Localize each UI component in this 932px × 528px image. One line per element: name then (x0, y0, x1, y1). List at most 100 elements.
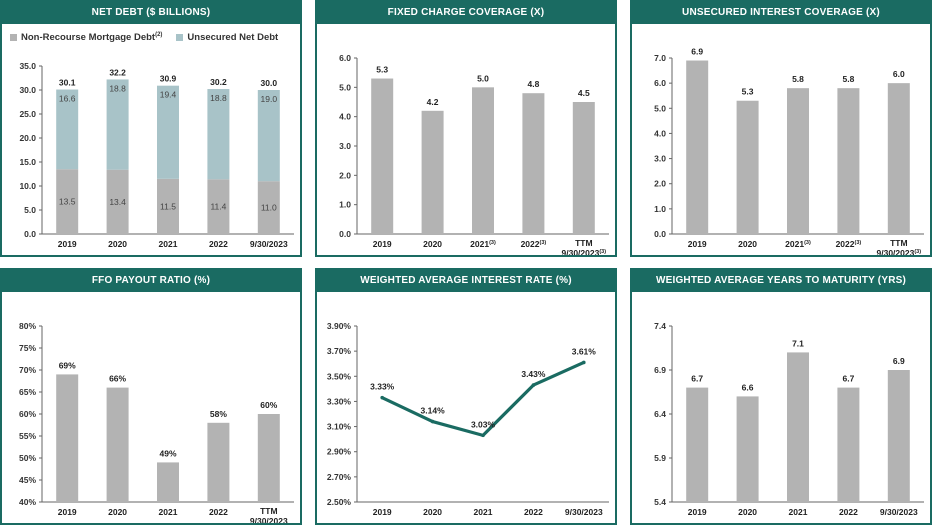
y-tick-label: 10.0 (19, 181, 36, 191)
y-tick-label: 2.70% (327, 472, 352, 482)
x-tick-label: 2022 (839, 507, 858, 517)
bar (837, 387, 860, 502)
data-label: 13.5 (59, 197, 76, 207)
bar-unsecured (157, 85, 179, 179)
total-label: 30.1 (59, 78, 76, 88)
y-tick-label: 6.0 (654, 78, 666, 88)
bar (421, 110, 444, 234)
bar (837, 88, 860, 235)
total-label: 32.2 (109, 67, 126, 77)
bar (106, 387, 129, 502)
x-tick-label: TTM (260, 506, 277, 516)
bar (207, 422, 230, 502)
ffo-payout-panel: FFO PAYOUT RATIO (%) 40% 45% 50% 55% 60% 65% 7… (0, 268, 302, 525)
bar (736, 100, 759, 234)
data-label: 3.33% (370, 382, 395, 392)
y-tick-label: 30.0 (19, 85, 36, 95)
bar (56, 374, 79, 502)
y-tick-label: 15.0 (19, 157, 36, 167)
x-tick-label: 2021(3) (470, 239, 496, 249)
bar (472, 87, 494, 234)
bar (736, 396, 759, 502)
chart: 5.4 5.9 6.4 6.9 7.4 2019 2020 2021 2022 9/30/2023… (654, 321, 924, 517)
x-tick-label: 2021 (474, 507, 493, 517)
data-label: 3.03% (471, 419, 496, 429)
legend-item-mortgage: Non-Recourse Mortgage Debt(2) (10, 32, 162, 43)
x-tick-label: TTM (890, 238, 907, 248)
data-label: 60% (260, 400, 277, 410)
y-tick-label: 5.4 (654, 497, 666, 507)
x-tick-label: 2020 (423, 507, 442, 517)
x-tick-label: 2022(3) (521, 239, 547, 249)
x-tick-label: TTM (575, 238, 592, 248)
chart: 0.0 1.0 2.0 3.0 4.0 5.0 6.0 2019 2020 2021(3) 2022… (339, 53, 609, 255)
x-tick-label: 2020 (738, 507, 757, 517)
y-tick-label: 7.4 (654, 321, 666, 331)
data-label: 4.2 (427, 97, 439, 107)
y-tick-label: 5.0 (339, 82, 351, 92)
y-tick-label: 5.9 (654, 453, 666, 463)
bar (371, 78, 394, 235)
y-tick-label: 35.0 (19, 61, 36, 71)
data-label: 5.3 (376, 65, 388, 75)
data-label: 11.0 (261, 203, 277, 213)
y-tick-label: 0.0 (654, 229, 666, 239)
x-tick-label: 9/30/2023(3) (877, 248, 922, 255)
y-tick-label: 3.10% (327, 422, 352, 432)
x-tick-label: 2019 (373, 239, 392, 249)
x-tick-label: 2020 (108, 507, 127, 517)
line-point (430, 419, 435, 424)
line-point (531, 383, 536, 387)
y-tick-label: 1.0 (654, 204, 666, 214)
x-tick-label: 2019 (688, 507, 707, 517)
bar-mortgage (257, 181, 280, 234)
y-tick-label: 2.0 (654, 179, 666, 189)
chart: 40% 45% 50% 55% 60% 65% 70% 75% 80% 2019 2020 2021 2… (19, 321, 294, 523)
net-debt-panel: NET DEBT ($ BILLIONS) Non-Recourse Mortg… (0, 0, 302, 257)
data-label: 4.5 (578, 88, 590, 98)
data-label: 3.14% (421, 406, 446, 416)
data-label: 6.7 (691, 374, 703, 384)
line-point (582, 360, 586, 365)
data-label: 18.8 (210, 93, 227, 103)
legend-footnote: (2) (155, 32, 163, 38)
y-tick-label: 20.0 (19, 133, 36, 143)
bar (572, 102, 595, 234)
x-tick-label: 9/30/2023(3) (562, 248, 607, 255)
bar (157, 462, 179, 502)
x-tick-label: 9/30/2023 (250, 516, 288, 523)
data-label: 4.8 (527, 79, 539, 89)
bar (522, 93, 545, 234)
x-tick-label: 2021 (159, 507, 178, 517)
data-label: 6.0 (893, 69, 905, 79)
total-label: 30.2 (210, 77, 227, 87)
bar (686, 60, 709, 235)
data-label: 7.1 (792, 338, 804, 348)
y-tick-label: 65% (19, 387, 36, 397)
y-tick-label: 50% (19, 453, 36, 463)
y-tick-label: 3.0 (654, 154, 666, 164)
interest-rate-panel: WEIGHTED AVERAGE INTEREST RATE (%) 2.50%… (315, 268, 617, 525)
y-tick-label: 40% (19, 497, 36, 507)
data-label: 11.5 (160, 201, 176, 211)
x-tick-label: 2019 (58, 239, 77, 249)
y-tick-label: 75% (19, 343, 36, 353)
y-tick-label: 80% (19, 321, 36, 331)
bar (887, 370, 910, 502)
y-tick-label: 4.0 (339, 112, 351, 122)
data-label: 18.8 (109, 83, 126, 93)
y-tick-label: 5.0 (24, 205, 36, 215)
y-tick-label: 7.0 (654, 53, 666, 63)
data-label: 13.4 (109, 197, 126, 207)
data-label: 5.8 (792, 74, 804, 84)
line-point (380, 395, 384, 400)
x-tick-label: 9/30/2023 (250, 239, 288, 249)
data-label: 6.7 (842, 374, 854, 384)
x-tick-label: 2021 (789, 507, 808, 517)
y-tick-label: 45% (19, 475, 36, 485)
bar (787, 88, 809, 235)
chart: 0.0 5.0 10.0 15.0 20.0 25.0 30.0 35.0 2019 2020 20… (19, 61, 294, 249)
data-label: 49% (159, 448, 176, 458)
x-tick-label: 2020 (738, 239, 757, 249)
x-tick-label: 9/30/2023 (565, 507, 603, 517)
